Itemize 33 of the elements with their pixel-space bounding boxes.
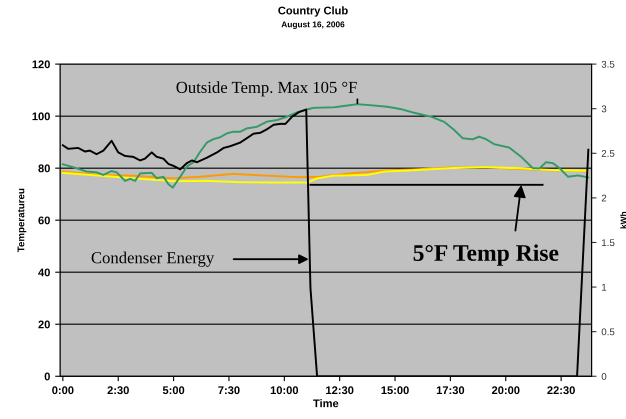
y2-tick-label: 0 [602, 372, 606, 380]
y2-tick-label: 1 [602, 284, 606, 291]
x-tick-label: 17:30 [436, 386, 464, 394]
y-tick-label: 0 [44, 372, 50, 380]
chart-subtitle: August 16, 2006 [281, 21, 344, 29]
y2-tick-label: 1.5 [602, 239, 614, 246]
y-tick-label: 80 [38, 164, 50, 172]
y2-axis-title: kWh [620, 212, 626, 228]
x-tick-label: 7:30 [218, 386, 240, 394]
annotation: Outside Temp. Max 105 °F [176, 81, 357, 96]
y2-tick-label: 3.5 [602, 60, 614, 68]
annotation: 5°F Temp Rise [414, 244, 558, 266]
x-tick-label: 5:00 [162, 386, 184, 394]
y2-tick-label: 0.5 [602, 328, 614, 336]
x-tick-label: 12:30 [326, 386, 354, 394]
annotation: Condenser Energy [92, 252, 214, 267]
y-tick-label: 40 [38, 268, 50, 276]
y-tick-label: 20 [38, 320, 50, 328]
y-axis-title: Temperatureu [18, 188, 26, 252]
y-tick-label: 120 [32, 60, 50, 68]
y2-tick-label: 2.5 [602, 150, 614, 157]
y-tick-label: 60 [38, 216, 50, 224]
x-tick-label: 15:00 [382, 386, 409, 394]
x-tick-label: 20:00 [492, 386, 520, 394]
y2-tick-label: 2 [602, 194, 606, 202]
x-tick-label: 22:30 [547, 386, 575, 394]
x-tick-label: 2:30 [107, 386, 129, 394]
x-axis-title: Time [313, 399, 338, 408]
x-tick-label: 10:00 [270, 386, 298, 394]
chart-title: Country Club [278, 6, 348, 17]
x-tick-label: 0:00 [52, 386, 74, 394]
y2-tick-label: 3 [602, 105, 606, 112]
y-tick-label: 100 [32, 112, 50, 120]
